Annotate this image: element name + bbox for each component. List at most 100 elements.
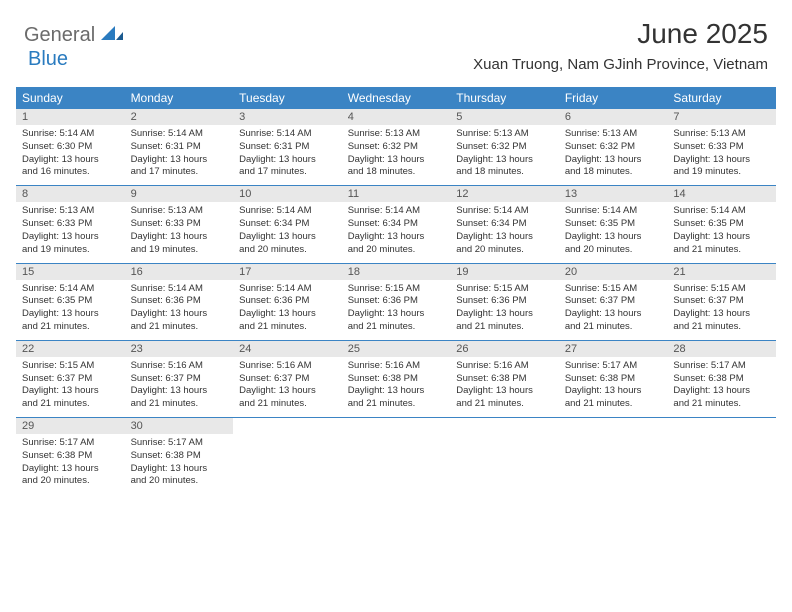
day-info-line: and 21 minutes. — [673, 398, 770, 411]
day-number: 4 — [342, 109, 451, 125]
day-info-line: and 20 minutes. — [565, 244, 662, 257]
day-number: 10 — [233, 186, 342, 202]
day-info-line: Daylight: 13 hours — [673, 308, 770, 321]
calendar-cell — [559, 418, 668, 494]
day-info-line: Sunset: 6:33 PM — [673, 141, 770, 154]
day-info-line: Daylight: 13 hours — [22, 154, 119, 167]
calendar-week: 29 Sunrise: 5:17 AMSunset: 6:38 PMDayligh… — [16, 418, 776, 494]
day-number: 15 — [16, 264, 125, 280]
day-info-line: Sunset: 6:36 PM — [456, 295, 553, 308]
day-info-line: Sunrise: 5:16 AM — [131, 360, 228, 373]
day-info-line: Sunset: 6:30 PM — [22, 141, 119, 154]
day-info: Sunrise: 5:16 AMSunset: 6:38 PMDaylight:… — [342, 360, 451, 411]
day-info-line: Daylight: 13 hours — [131, 231, 228, 244]
day-info-line: and 21 minutes. — [673, 321, 770, 334]
title-block: June 2025 Xuan Truong, Nam GJinh Provinc… — [473, 18, 768, 73]
day-info: Sunrise: 5:14 AMSunset: 6:31 PMDaylight:… — [125, 128, 234, 179]
day-number: 5 — [450, 109, 559, 125]
calendar-cell: 10 Sunrise: 5:14 AMSunset: 6:34 PMDayligh… — [233, 186, 342, 262]
calendar-cell — [450, 418, 559, 494]
day-info-line: Sunset: 6:36 PM — [348, 295, 445, 308]
day-info-line: Daylight: 13 hours — [131, 154, 228, 167]
logo-blue-row: Blue — [28, 48, 68, 71]
day-info-line: Sunset: 6:34 PM — [239, 218, 336, 231]
weekday-tuesday: Tuesday — [233, 87, 342, 109]
day-number: 9 — [125, 186, 234, 202]
day-info: Sunrise: 5:13 AMSunset: 6:32 PMDaylight:… — [559, 128, 668, 179]
calendar-cell: 26Sunrise: 5:16 AMSunset: 6:38 PMDayligh… — [450, 341, 559, 417]
day-info-line: Sunrise: 5:14 AM — [239, 283, 336, 296]
day-info-line: and 19 minutes. — [131, 244, 228, 257]
day-info-line: and 21 minutes. — [239, 398, 336, 411]
day-info-line: and 17 minutes. — [131, 166, 228, 179]
calendar-cell: 27Sunrise: 5:17 AMSunset: 6:38 PMDayligh… — [559, 341, 668, 417]
logo: General — [24, 24, 125, 47]
day-info: Sunrise: 5:14 AMSunset: 6:30 PMDaylight:… — [16, 128, 125, 179]
weekday-monday: Monday — [125, 87, 234, 109]
day-info-line: and 20 minutes. — [131, 475, 228, 488]
day-info-line: Daylight: 13 hours — [348, 154, 445, 167]
day-info-line: Daylight: 13 hours — [673, 231, 770, 244]
day-info-line: Daylight: 13 hours — [673, 154, 770, 167]
calendar-week: 8 Sunrise: 5:13 AMSunset: 6:33 PMDaylight… — [16, 186, 776, 263]
day-info-line: and 21 minutes. — [565, 398, 662, 411]
day-info-line: and 20 minutes. — [22, 475, 119, 488]
day-number: 8 — [16, 186, 125, 202]
day-info-line: Sunset: 6:36 PM — [131, 295, 228, 308]
day-info-line: and 21 minutes. — [239, 321, 336, 334]
calendar-cell: 16Sunrise: 5:14 AMSunset: 6:36 PMDayligh… — [125, 264, 234, 340]
calendar: Sunday Monday Tuesday Wednesday Thursday… — [16, 87, 776, 494]
day-info-line: Sunset: 6:33 PM — [22, 218, 119, 231]
day-number: 25 — [342, 341, 451, 357]
calendar-week: 15 Sunrise: 5:14 AM Sunset: 6:35 PM Dayligh… — [16, 264, 776, 341]
day-info-line: Sunset: 6:32 PM — [456, 141, 553, 154]
day-number: 1 — [16, 109, 125, 125]
day-info-line: Daylight: 13 hours — [239, 231, 336, 244]
calendar-cell: 23Sunrise: 5:16 AMSunset: 6:37 PMDayligh… — [125, 341, 234, 417]
day-info-line: and 21 minutes. — [456, 398, 553, 411]
day-info-line: and 16 minutes. — [22, 166, 119, 179]
day-info: Sunrise: 5:17 AMSunset: 6:38 PMDaylight:… — [16, 437, 125, 488]
day-info: Sunrise: 5:14 AMSunset: 6:34 PMDaylight:… — [233, 205, 342, 256]
day-number: 29 — [16, 418, 125, 434]
day-info-line: Daylight: 13 hours — [131, 308, 228, 321]
day-info: Sunrise: 5:14 AMSunset: 6:34 PMDaylight:… — [342, 205, 451, 256]
calendar-cell: 6Sunrise: 5:13 AMSunset: 6:32 PMDaylight… — [559, 109, 668, 185]
day-info-line: and 18 minutes. — [348, 166, 445, 179]
day-info-line: Sunrise: 5:15 AM — [348, 283, 445, 296]
day-number: 21 — [667, 264, 776, 280]
day-info-line: Daylight: 13 hours — [456, 308, 553, 321]
day-info: Sunrise: 5:15 AMSunset: 6:37 PMDaylight:… — [559, 283, 668, 334]
logo-sail-icon — [101, 24, 123, 47]
day-number: 11 — [342, 186, 451, 202]
day-info: Sunrise: 5:13 AMSunset: 6:33 PMDaylight:… — [16, 205, 125, 256]
day-number: 20 — [559, 264, 668, 280]
day-info-line: Sunset: 6:35 PM — [22, 295, 119, 308]
day-info-line: Sunrise: 5:15 AM — [456, 283, 553, 296]
day-info-line: Sunrise: 5:13 AM — [565, 128, 662, 141]
day-info-line: Daylight: 13 hours — [131, 385, 228, 398]
day-info-line: Sunset: 6:38 PM — [131, 450, 228, 463]
page-header: General June 2025 Xuan Truong, Nam GJinh… — [0, 0, 792, 79]
day-info-line: and 18 minutes. — [565, 166, 662, 179]
day-info-line: Sunset: 6:34 PM — [348, 218, 445, 231]
day-info-line: Daylight: 13 hours — [456, 231, 553, 244]
logo-text-blue: Blue — [28, 48, 68, 71]
day-info-line: and 21 minutes. — [456, 321, 553, 334]
day-info-line: Sunrise: 5:17 AM — [131, 437, 228, 450]
day-info: Sunrise: 5:15 AMSunset: 6:36 PMDaylight:… — [342, 283, 451, 334]
calendar-cell: 9Sunrise: 5:13 AMSunset: 6:33 PMDaylight… — [125, 186, 234, 262]
day-info: Sunrise: 5:16 AMSunset: 6:38 PMDaylight:… — [450, 360, 559, 411]
calendar-cell: 13Sunrise: 5:14 AMSunset: 6:35 PMDayligh… — [559, 186, 668, 262]
day-info-line: Sunset: 6:38 PM — [22, 450, 119, 463]
day-number: 17 — [233, 264, 342, 280]
calendar-cell: 2Sunrise: 5:14 AMSunset: 6:31 PMDaylight… — [125, 109, 234, 185]
calendar-cell: 17Sunrise: 5:14 AMSunset: 6:36 PMDayligh… — [233, 264, 342, 340]
day-info-line: Sunset: 6:31 PM — [239, 141, 336, 154]
weekday-saturday: Saturday — [667, 87, 776, 109]
calendar-cell: 8 Sunrise: 5:13 AMSunset: 6:33 PMDaylight… — [16, 186, 125, 262]
day-info-line: and 19 minutes. — [22, 244, 119, 257]
day-info-line: Daylight: 13 hours — [22, 385, 119, 398]
day-info-line: Sunset: 6:32 PM — [348, 141, 445, 154]
day-info-line: Daylight: 13 hours — [348, 385, 445, 398]
